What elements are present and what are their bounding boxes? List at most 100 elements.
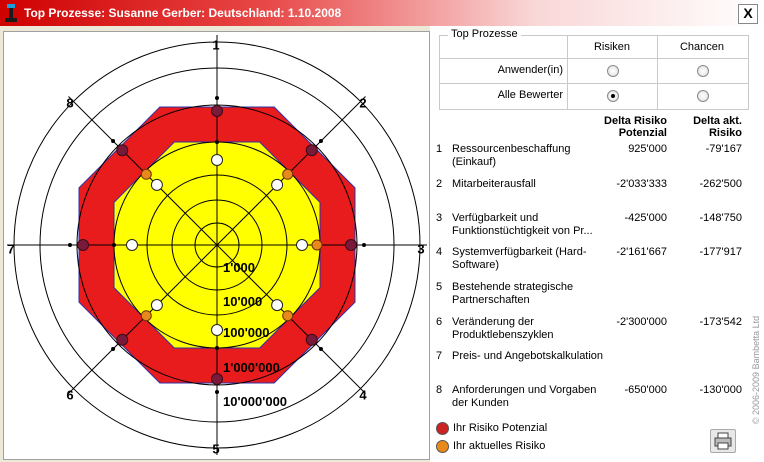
- aktuelles-risiko-marker: [140, 310, 152, 322]
- band-edge-marker: [362, 243, 366, 247]
- column-header-risiken: Risiken: [593, 41, 631, 53]
- band-edge-marker: [215, 346, 219, 350]
- side-panel: Risiken Chancen Anwender(in) Alle Bewert…: [430, 26, 764, 462]
- grid-divider: [657, 36, 658, 109]
- process-row: 4 Systemverfügbarkeit (Hard- Software) -2'…: [430, 246, 764, 276]
- ring-value-label: 10'000'000: [223, 394, 287, 409]
- process-row: 5 Bestehende strategische Partnerschaften: [430, 281, 764, 311]
- process-number: 1: [436, 143, 443, 155]
- delta-risiko-potenzial-value: -650'000: [624, 384, 667, 396]
- title-bar: Top Prozesse: Susanne Gerber: Deutschlan…: [0, 0, 764, 26]
- radar-chart: 1'000 10'000 100'000 1'000'000 10'000'000 1 2 3…: [3, 31, 430, 460]
- risiko-potenzial-marker: [116, 333, 129, 346]
- ausgangs-risiko-marker: [271, 299, 284, 312]
- axis-label: 5: [212, 441, 219, 456]
- delta-risiko-potenzial-value: -2'161'667: [616, 246, 667, 258]
- process-number: 2: [436, 178, 443, 190]
- ausgangs-risiko-marker: [211, 154, 223, 166]
- legend-label: Ihr Risiko Potenzial: [453, 422, 548, 434]
- process-name: Anforderungen und Vorgaben der Kunden: [452, 384, 597, 409]
- delta-akt-risiko-value: -79'167: [705, 143, 742, 155]
- process-name: Veränderung der Produktlebenszyklen: [452, 316, 554, 341]
- delta-risiko-potenzial-value: 925'000: [628, 143, 667, 155]
- ring-value-label: 100'000: [223, 325, 269, 340]
- axis-label: 2: [359, 95, 366, 110]
- radio-anwender-risiken[interactable]: [607, 65, 619, 77]
- grid-divider: [440, 83, 748, 84]
- axis-label: 6: [66, 387, 73, 402]
- process-row: 6 Veränderung der Produktlebenszyklen -2'3…: [430, 316, 764, 346]
- delta-akt-risiko-value: -177'917: [699, 246, 742, 258]
- band-edge-marker: [215, 140, 219, 144]
- process-row: 2 Mitarbeiterausfall -2'033'333 -262'500: [430, 178, 764, 208]
- axis-label: 4: [359, 387, 367, 402]
- risiko-potenzial-marker: [305, 333, 318, 346]
- legend-marker-orange: [436, 440, 449, 453]
- risiko-potenzial-marker: [345, 239, 357, 251]
- axis-label: 8: [66, 95, 73, 110]
- row-label-alle-bewerter: Alle Bewerter: [497, 89, 563, 101]
- band-edge-marker: [111, 139, 116, 144]
- risiko-potenzial-marker: [211, 373, 223, 385]
- process-number: 6: [436, 316, 443, 328]
- process-name: Systemverfügbarkeit (Hard- Software): [452, 246, 587, 271]
- ring-value-label: 1'000: [223, 260, 255, 275]
- delta-akt-risiko-value: -148'750: [699, 212, 742, 224]
- legend-label: Ihr aktuelles Risiko: [453, 440, 546, 452]
- process-name: Preis- und Angebotskalkulation: [452, 350, 604, 362]
- filter-group-label: Top Prozesse: [448, 28, 521, 40]
- radio-anwender-chancen[interactable]: [697, 65, 709, 77]
- legend-marker-red: [436, 422, 449, 435]
- ausgangs-risiko-marker: [126, 239, 138, 251]
- aktuelles-risiko-marker: [282, 168, 294, 180]
- grid-divider: [567, 36, 568, 109]
- radio-alle-bewerter-risiken[interactable]: [607, 90, 619, 102]
- band-edge-marker: [215, 390, 219, 394]
- copyright-text: © 2006-2009 Bambetta Ltd: [751, 315, 761, 425]
- ring-value-label: 1'000'000: [223, 360, 280, 375]
- close-button[interactable]: X: [738, 4, 758, 24]
- band-edge-marker: [112, 243, 116, 247]
- row-label-anwender: Anwender(in): [497, 64, 563, 76]
- ring-value-label: 10'000: [223, 294, 262, 309]
- ausgangs-risiko-marker: [296, 239, 308, 251]
- axis-label: 7: [7, 241, 14, 256]
- band-edge-marker: [318, 139, 323, 144]
- delta-risiko-potenzial-value: -2'033'333: [616, 178, 667, 190]
- app-icon: [5, 4, 17, 22]
- process-name: Verfügbarkeit und Funktionstüchtigkeit v…: [452, 212, 593, 237]
- ausgangs-risiko-marker: [211, 324, 223, 336]
- delta-akt-risiko-value: -173'542: [699, 316, 742, 328]
- print-button[interactable]: [710, 429, 736, 453]
- aktuelles-risiko-marker: [311, 239, 323, 251]
- radio-alle-bewerter-chancen[interactable]: [697, 90, 709, 102]
- window-title: Top Prozesse: Susanne Gerber: Deutschlan…: [24, 6, 342, 20]
- process-name: Ressourcenbeschaffung (Einkauf): [452, 143, 571, 168]
- axis-label: 1: [212, 37, 219, 52]
- column-header-chancen: Chancen: [679, 41, 725, 53]
- aktuelles-risiko-marker: [140, 168, 152, 180]
- aktuelles-risiko-marker: [282, 310, 294, 322]
- column-title-delta-risiko-potenzial: Delta Risiko Potenzial: [604, 115, 667, 139]
- process-number: 8: [436, 384, 443, 396]
- axis-label: 3: [417, 241, 424, 256]
- ausgangs-risiko-marker: [150, 299, 163, 312]
- grid-divider: [440, 58, 748, 59]
- band-edge-marker: [111, 346, 116, 351]
- process-row: 7 Preis- und Angebotskalkulation: [430, 350, 764, 380]
- risiko-potenzial-marker: [77, 239, 89, 251]
- process-number: 5: [436, 281, 443, 293]
- process-number: 7: [436, 350, 443, 362]
- band-edge-marker: [215, 96, 219, 100]
- column-title-delta-akt-risiko: Delta akt. Risiko: [693, 115, 742, 139]
- process-name: Bestehende strategische Partnerschaften: [452, 281, 574, 306]
- process-number: 4: [436, 246, 443, 258]
- band-edge-marker: [318, 346, 323, 351]
- ausgangs-risiko-marker: [271, 178, 284, 191]
- delta-risiko-potenzial-value: -2'300'000: [616, 316, 667, 328]
- process-row: 8 Anforderungen und Vorgaben der Kunden -6…: [430, 384, 764, 414]
- process-number: 3: [436, 212, 443, 224]
- risiko-potenzial-marker: [305, 144, 318, 157]
- risiko-potenzial-marker: [116, 144, 129, 157]
- process-row: 3 Verfügbarkeit und Funktionstüchtigkeit …: [430, 212, 764, 242]
